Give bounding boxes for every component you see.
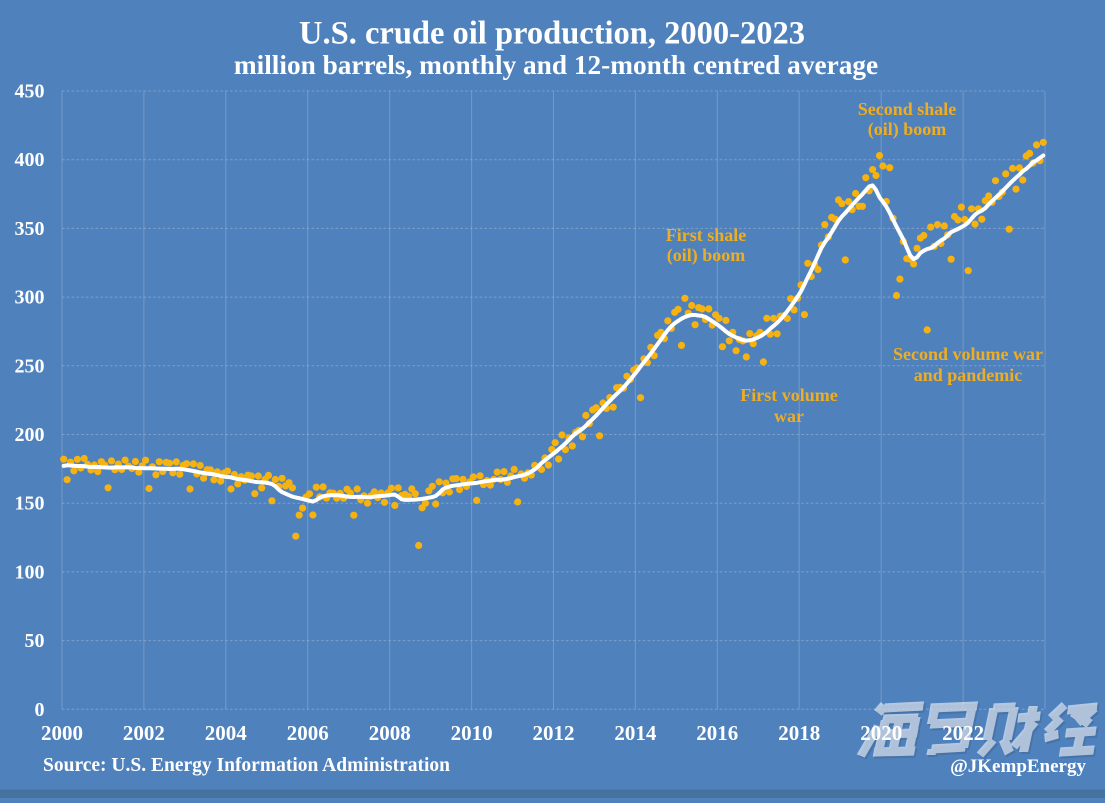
svg-text:2004: 2004 <box>205 721 248 745</box>
svg-text:million barrels, monthly and 1: million barrels, monthly and 12-month ce… <box>234 50 878 80</box>
svg-text:and pandemic: and pandemic <box>914 365 1023 385</box>
svg-text:war: war <box>774 406 804 426</box>
svg-text:350: 350 <box>15 218 45 240</box>
svg-text:2006: 2006 <box>287 721 329 745</box>
svg-text:First shale: First shale <box>666 225 747 245</box>
svg-text:2020: 2020 <box>860 721 902 745</box>
svg-text:450: 450 <box>15 81 45 103</box>
svg-text:2000: 2000 <box>41 721 83 745</box>
svg-text:0: 0 <box>35 699 45 721</box>
svg-text:300: 300 <box>15 287 45 309</box>
svg-text:100: 100 <box>15 561 45 583</box>
svg-text:U.S. crude oil production, 200: U.S. crude oil production, 2000-2023 <box>299 16 805 52</box>
svg-text:400: 400 <box>15 149 45 171</box>
svg-text:50: 50 <box>25 630 45 652</box>
svg-text:2018: 2018 <box>778 721 820 745</box>
svg-text:200: 200 <box>15 424 45 446</box>
svg-text:250: 250 <box>15 355 45 377</box>
svg-text:2014: 2014 <box>614 721 657 745</box>
svg-text:150: 150 <box>15 493 45 515</box>
svg-text:2022: 2022 <box>942 721 984 745</box>
svg-text:Source: U.S. Energy Informatio: Source: U.S. Energy Information Administ… <box>43 755 450 776</box>
svg-text:(oil) boom: (oil) boom <box>868 119 947 140</box>
svg-text:2002: 2002 <box>123 721 165 745</box>
svg-text:2012: 2012 <box>533 721 575 745</box>
svg-text:2010: 2010 <box>451 721 493 745</box>
svg-text:@JKempEnergy: @JKempEnergy <box>950 756 1086 777</box>
svg-text:Second volume war: Second volume war <box>893 344 1043 364</box>
svg-text:Second shale: Second shale <box>858 99 957 119</box>
svg-text:2016: 2016 <box>696 721 738 745</box>
svg-text:First volume: First volume <box>740 385 837 405</box>
svg-text:(oil) boom: (oil) boom <box>667 245 746 266</box>
svg-text:2008: 2008 <box>369 721 411 745</box>
